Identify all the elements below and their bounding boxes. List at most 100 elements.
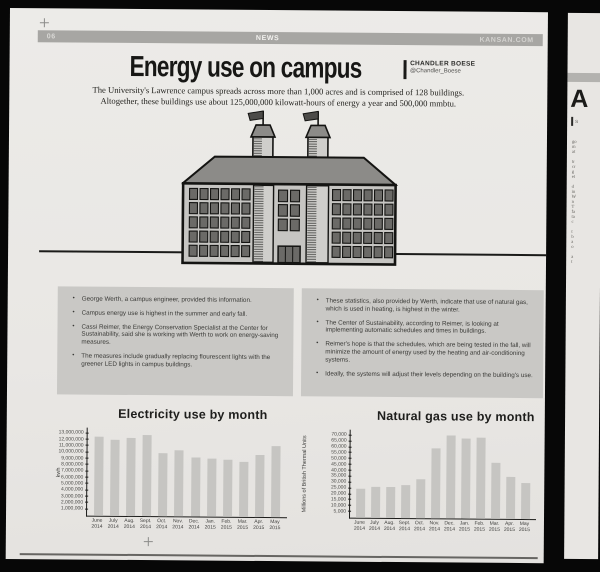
bar [401,485,411,519]
x-tick-label: May 2015 [518,521,531,533]
flag-icon [302,110,319,126]
y-tick-mark [85,463,89,466]
x-tick-label: May 2015 [269,519,281,531]
bullet-icon: • [72,352,75,359]
x-tick-label: Nov. 2014 [172,518,184,531]
window [230,230,240,243]
y-tick-mark [85,476,89,478]
bullet-icon: • [72,323,75,330]
bar [371,487,381,518]
adjacent-section-bar [567,72,600,83]
window [363,189,373,202]
x-tick-label: Jan. 2015 [204,518,216,531]
door [277,245,301,264]
window [220,202,230,215]
x-tick-label: Apr. 2015 [503,520,516,533]
window [373,231,383,245]
fact-text: The measures include gradually replacing… [81,352,271,369]
y-tick-mark [348,446,352,448]
window [373,203,384,216]
fact-text: Campus energy use is highest in the summ… [81,309,248,318]
window [384,231,394,245]
x-tick-label: Apr. 2015 [253,518,265,531]
window [209,188,220,201]
chart-title: Electricity use by month [118,406,268,423]
bar [431,447,441,519]
bar-cell [503,476,518,519]
bar [255,454,265,518]
x-tick-label: Dec. 2014 [188,518,200,531]
y-tick-mark [348,469,352,471]
y-tick-label: 3,000,000 [60,492,84,500]
window [331,245,341,258]
y-tick-mark [85,457,89,459]
campus-building-illustration [180,110,399,266]
y-tick-mark [85,489,89,491]
y-tick-label: 7,000,000 [61,467,84,474]
y-tick-mark [85,445,89,447]
bullet-icon: • [72,295,75,302]
window [373,189,384,202]
fact-item: • Campus energy use is highest in the sum… [66,309,284,319]
fact-item: • The measures include gradually replacin… [65,352,283,369]
window [199,216,209,229]
y-tick-mark [348,475,352,477]
window [277,218,288,232]
x-tick-label: June 2014 [353,519,366,532]
page-number: 06 [46,32,56,40]
window [331,217,341,230]
window [342,217,352,230]
y-tick-label: 12,000,000 [58,435,84,443]
intro-line-2: Altogether, these buildings use about 12… [100,95,457,109]
bar-cell [518,483,533,520]
masthead-bar: 06 NEWS KANSAN.COM [37,30,543,47]
window [331,203,342,216]
fact-box-right: • These statistics, also provided by Wert… [300,288,544,399]
window [384,189,394,202]
window [277,189,289,203]
window [363,231,373,245]
flag-icon [247,110,264,125]
bar [158,453,168,517]
bar [125,437,136,516]
window [289,218,300,232]
fact-text: Ideally, the systems will adjust their l… [325,370,533,379]
bar-cell [90,436,107,516]
byline-divider [403,60,407,80]
window [331,231,341,244]
window [241,230,251,244]
bar-cell [368,487,383,518]
fact-text: The Center of Sustainability, according … [325,319,499,336]
x-tick-label: Mar. 2015 [488,520,501,533]
y-tick-label: 5,000 [333,508,347,515]
bar [416,478,426,519]
x-tick-label: July 2014 [107,517,119,530]
x-axis-labels: June 2014 July 2014 Aug. 2014 Sept. 2014 Oct. 201… [349,519,535,534]
window [220,230,230,243]
window [199,202,209,215]
window [188,244,198,257]
window [199,244,209,257]
natural-gas-chart: Natural gas use by month Millions of Bri… [299,408,562,534]
x-tick-label: Feb. 2015 [220,518,232,531]
article-title: Energy use on campus [129,50,362,85]
electricity-chart: Electricity use by month kwh 1,000,000 2,… [36,406,299,532]
x-tick-label: Aug. 2014 [383,519,396,532]
bar [446,435,456,519]
bar [206,459,217,517]
bar [239,461,249,517]
window [352,245,362,259]
chart-title: Natural gas use by month [376,408,535,425]
window [352,231,362,244]
window [241,188,251,201]
bullet-icon: • [316,340,319,347]
y-tick-mark [85,432,89,434]
site-label: KANSAN.COM [479,36,534,44]
byline-handle: @Chandler_Boese [409,68,461,75]
adjacent-text-line: t [571,258,573,264]
x-tick-label: Dec. 2014 [443,520,456,533]
bar [142,435,152,517]
window [342,231,352,244]
window [289,189,301,203]
bar-cell [413,478,428,519]
